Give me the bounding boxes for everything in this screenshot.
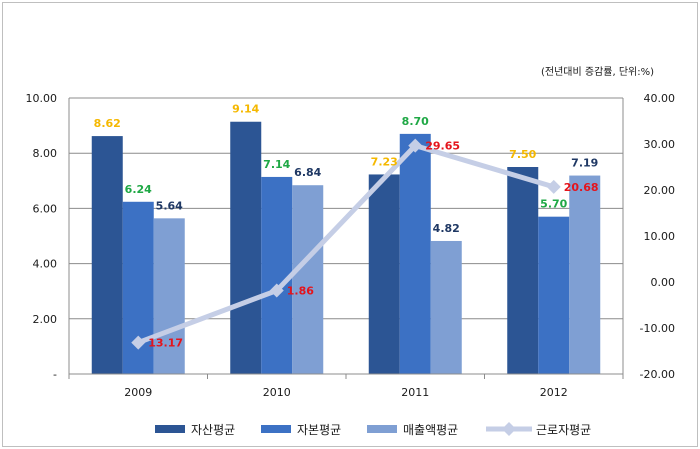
bar xyxy=(538,216,570,374)
bar-data-label: 4.82 xyxy=(433,222,460,235)
legend-item: 자본평균 xyxy=(261,423,341,437)
line-series xyxy=(131,138,561,350)
line-point-marker xyxy=(546,179,561,194)
line-data-label: 13.17 xyxy=(148,337,183,350)
axes: - 2.00 4.00 6.00 8.00 10.00 -20.00 -10.00 0.00 10… xyxy=(26,92,676,399)
legend-swatch xyxy=(367,425,397,433)
right-tick-label: 20.00 xyxy=(644,184,676,197)
bars xyxy=(91,121,601,375)
line-data-label: 29.65 xyxy=(425,140,460,153)
bar-data-label: 9.14 xyxy=(232,103,259,116)
series-line xyxy=(137,143,555,345)
bar-data-label: 5.70 xyxy=(540,198,567,211)
right-tick-label: 0.00 xyxy=(651,276,676,289)
line-point-marker xyxy=(131,335,146,350)
bar xyxy=(261,176,293,374)
category-label: 2011 xyxy=(401,386,429,399)
bar xyxy=(507,167,539,374)
bar-data-label: 7.50 xyxy=(509,148,536,161)
bar-data-label: 6.84 xyxy=(294,166,321,179)
bar-data-label: 7.19 xyxy=(571,157,598,170)
chart-svg: (전년대비 증감률, 단위:%) -2.004.006.008.0010.00-… xyxy=(26,65,676,437)
bar xyxy=(153,218,185,374)
left-tick-label: 10.00 xyxy=(26,92,58,105)
right-tick-label: 10.00 xyxy=(644,230,676,243)
bar-data-label: 7.23 xyxy=(371,155,398,168)
bar-data-label: 5.64 xyxy=(156,199,183,212)
bar-data-label: 8.62 xyxy=(94,117,121,130)
right-tick-label: -20.00 xyxy=(640,368,675,381)
legend-swatch xyxy=(155,425,185,433)
right-tick-label: 30.00 xyxy=(644,138,676,151)
data-labels: 8.62 6.24 5.64 9.14 7.14 6.84 7.23 8.70 4.82 7.50… xyxy=(94,103,599,350)
category-label: 2012 xyxy=(540,386,568,399)
line-point-marker xyxy=(269,283,284,298)
legend-item: 자산평균 xyxy=(155,423,235,437)
bar xyxy=(230,121,262,375)
bar xyxy=(91,136,123,374)
line-data-label: 1.86 xyxy=(287,285,314,298)
category-label: 2009 xyxy=(124,386,152,399)
legend-swatch xyxy=(261,425,291,433)
bar xyxy=(368,174,400,374)
unit-note: (전년대비 증감률, 단위:%) xyxy=(541,65,654,78)
bar xyxy=(430,240,462,374)
line-data-label: 20.68 xyxy=(564,181,599,194)
left-tick-label: 4.00 xyxy=(33,258,58,271)
legend-item: 근로자평균 xyxy=(486,422,591,437)
legend-label: 자본평균 xyxy=(297,423,341,437)
legend-item: 매출액평균 xyxy=(367,423,458,437)
category-label: 2010 xyxy=(263,386,291,399)
bar-data-label: 8.70 xyxy=(402,115,429,128)
left-tick-label: 8.00 xyxy=(33,147,58,160)
right-tick-label: -10.00 xyxy=(640,322,675,335)
legend-label: 매출액평균 xyxy=(403,423,458,437)
legend: 자산평균 자본평균 매출액평균 근로자평균 xyxy=(155,422,591,437)
bar-data-label: 7.14 xyxy=(263,158,290,171)
bar xyxy=(399,133,431,374)
left-tick-label: 2.00 xyxy=(33,313,58,326)
right-tick-label: 40.00 xyxy=(644,92,676,105)
legend-label: 근로자평균 xyxy=(536,423,591,437)
bar-data-label: 6.24 xyxy=(125,183,152,196)
left-tick-label: 6.00 xyxy=(33,202,58,215)
legend-label: 자산평균 xyxy=(191,423,235,437)
left-tick-label: - xyxy=(53,368,57,381)
line-point-marker xyxy=(408,138,423,153)
legend-marker xyxy=(502,422,516,436)
bar xyxy=(292,185,324,374)
bar xyxy=(569,175,601,374)
